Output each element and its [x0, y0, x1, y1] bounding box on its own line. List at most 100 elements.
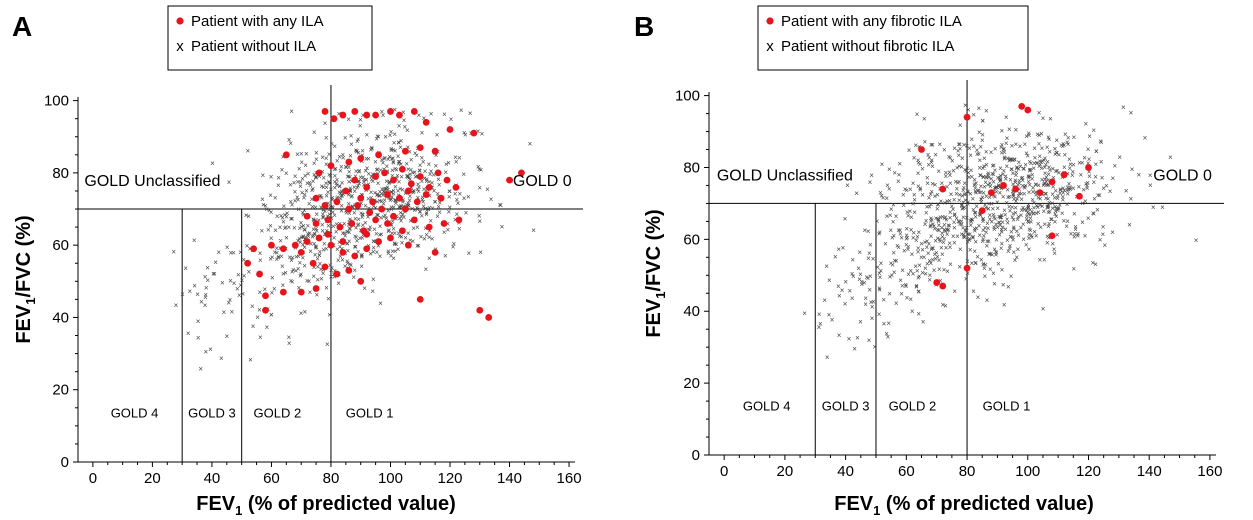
point-without-ila: ×: [381, 159, 386, 168]
point-without-ila: ×: [915, 110, 920, 119]
point-without-ila: ×: [276, 253, 281, 262]
x-tick-label: 20: [144, 470, 161, 487]
point-without-ila: ×: [337, 188, 342, 197]
point-without-ila: ×: [1057, 151, 1062, 160]
point-without-ila: ×: [416, 241, 421, 250]
point-without-ila: ×: [298, 272, 303, 281]
point-with-ila: [401, 205, 409, 213]
point-without-ila: ×: [250, 302, 255, 311]
point-without-ila: ×: [356, 177, 361, 186]
point-without-ila: ×: [1102, 241, 1107, 250]
point-without-ila: ×: [1043, 169, 1048, 178]
point-without-ila: ×: [935, 200, 940, 209]
point-without-ila: ×: [1035, 203, 1040, 212]
point-without-ila: ×: [1072, 265, 1077, 274]
point-without-ila: ×: [358, 173, 363, 182]
point-without-ila: ×: [964, 213, 969, 222]
point-without-ila: ×: [858, 270, 863, 279]
point-without-ila: ×: [1031, 209, 1036, 218]
point-without-ila: ×: [476, 127, 481, 136]
point-without-ila: ×: [401, 196, 406, 205]
point-without-ila: ×: [446, 159, 451, 168]
point-without-ila: ×: [350, 192, 355, 201]
point-without-ila: ×: [1047, 135, 1052, 144]
point-without-ila: ×: [382, 184, 387, 193]
point-without-ila: ×: [864, 273, 869, 282]
point-without-ila: ×: [892, 268, 897, 277]
point-without-ila: ×: [997, 189, 1002, 198]
point-without-ila: ×: [416, 187, 421, 196]
point-without-ila: ×: [967, 234, 972, 243]
point-without-ila: ×: [283, 223, 288, 232]
point-without-ila: ×: [931, 244, 936, 253]
gold-region-label: GOLD 3: [822, 399, 870, 414]
point-without-ila: ×: [933, 254, 938, 263]
point-without-ila: ×: [867, 336, 872, 345]
point-without-ila: ×: [1000, 141, 1005, 150]
point-without-ila: ×: [330, 208, 335, 217]
point-with-ila: [330, 115, 338, 123]
point-without-ila: ×: [1012, 195, 1017, 204]
point-without-ila: ×: [979, 195, 984, 204]
point-without-ila: ×: [348, 186, 353, 195]
point-without-ila: ×: [911, 179, 916, 188]
point-without-ila: ×: [840, 286, 845, 295]
point-without-ila: ×: [966, 106, 971, 115]
point-without-ila: ×: [1026, 204, 1031, 213]
point-without-ila: ×: [1038, 157, 1043, 166]
point-without-ila: ×: [366, 225, 371, 234]
point-without-ila: ×: [447, 203, 452, 212]
point-without-ila: ×: [968, 245, 973, 254]
point-with-ila: [440, 220, 448, 227]
point-without-ila: ×: [863, 226, 868, 235]
point-without-ila: ×: [878, 266, 883, 275]
point-without-ila: ×: [980, 117, 985, 126]
point-without-ila: ×: [1036, 181, 1041, 190]
point-without-ila: ×: [356, 182, 361, 191]
point-without-ila: ×: [1016, 158, 1021, 167]
point-without-ila: ×: [315, 254, 320, 263]
point-without-ila: ×: [988, 182, 993, 191]
point-without-ila: ×: [326, 199, 331, 208]
point-without-ila: ×: [359, 252, 364, 261]
point-without-ila: ×: [850, 294, 855, 303]
point-without-ila: ×: [422, 235, 427, 244]
point-without-ila: ×: [1028, 205, 1033, 214]
point-without-ila: ×: [950, 156, 955, 165]
point-with-ila: [297, 288, 305, 296]
point-without-ila: ×: [435, 190, 440, 199]
point-without-ila: ×: [1010, 155, 1015, 164]
point-without-ila: ×: [269, 234, 274, 243]
point-without-ila: ×: [1018, 142, 1023, 151]
point-without-ila: ×: [972, 227, 977, 236]
point-without-ila: ×: [339, 192, 344, 201]
point-without-ila: ×: [422, 185, 427, 194]
x-axis-title-part: (% of predicted value): [880, 493, 1093, 515]
point-without-ila: ×: [1046, 180, 1051, 189]
point-without-ila: ×: [1015, 164, 1020, 173]
point-without-ila: ×: [345, 227, 350, 236]
legend-entry-label: Patient with any ILA: [191, 13, 324, 30]
point-without-ila: ×: [903, 185, 908, 194]
point-with-ila: [398, 165, 406, 173]
x-tick-label: 0: [89, 470, 97, 487]
point-without-ila: ×: [940, 232, 945, 241]
point-without-ila: ×: [405, 173, 410, 182]
point-without-ila: ×: [309, 239, 314, 248]
point-without-ila: ×: [968, 190, 973, 199]
point-without-ila: ×: [386, 206, 391, 215]
point-without-ila: ×: [349, 132, 354, 141]
point-with-ila: [315, 169, 323, 177]
point-with-ila: [416, 173, 424, 180]
point-without-ila: ×: [401, 210, 406, 219]
point-without-ila: ×: [1040, 144, 1045, 153]
point-without-ila: ×: [389, 128, 394, 137]
point-without-ila: ×: [946, 225, 951, 234]
point-without-ila: ×: [1086, 214, 1091, 223]
point-with-ila: [416, 144, 424, 151]
point-without-ila: ×: [489, 195, 494, 204]
point-without-ila: ×: [932, 225, 937, 234]
point-without-ila: ×: [1022, 190, 1027, 199]
point-without-ila: ×: [289, 107, 294, 116]
point-without-ila: ×: [429, 110, 434, 119]
